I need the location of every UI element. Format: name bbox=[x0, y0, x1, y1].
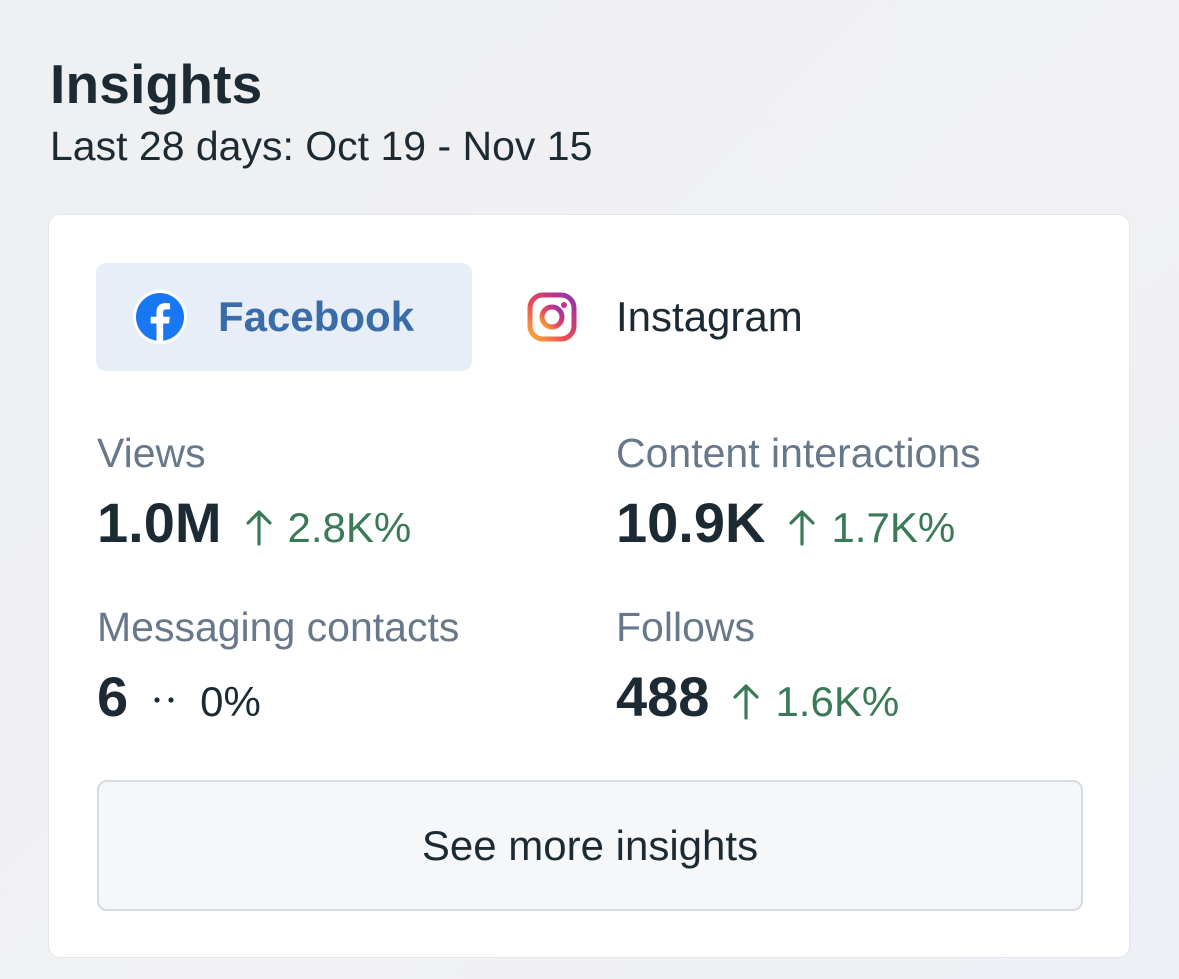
arrow-up-icon bbox=[731, 682, 761, 720]
see-more-insights-button[interactable]: See more insights bbox=[97, 780, 1083, 911]
arrow-up-icon bbox=[244, 508, 274, 546]
tab-facebook-label: Facebook bbox=[218, 293, 415, 340]
arrow-up-icon bbox=[787, 508, 817, 546]
metric-change: 2.8K% bbox=[244, 504, 412, 552]
no-change-icon bbox=[150, 678, 178, 716]
date-range-subtitle: Last 28 days: Oct 19 - Nov 15 bbox=[50, 123, 593, 169]
metric-label: Follows bbox=[616, 604, 755, 650]
metric-value: 6 bbox=[97, 665, 129, 728]
metric-value: 10.9K bbox=[616, 491, 766, 554]
metric-label: Views bbox=[97, 430, 206, 476]
page-title: Insights bbox=[50, 53, 263, 115]
metric-change-value: 2.8K% bbox=[287, 504, 412, 551]
tab-facebook[interactable]: Facebook bbox=[96, 263, 472, 371]
metric-change: 1.7K% bbox=[787, 504, 955, 552]
metric-value: 488 bbox=[616, 665, 710, 728]
metric-label: Messaging contacts bbox=[97, 604, 460, 650]
metric-label: Content interactions bbox=[616, 430, 981, 476]
metric-views: Views 1.0M 2.8K% bbox=[97, 429, 411, 553]
metric-messaging-contacts: Messaging contacts 6 0% bbox=[97, 603, 459, 727]
metric-change-value: 1.6K% bbox=[775, 678, 900, 725]
tab-instagram[interactable]: Instagram bbox=[472, 263, 823, 371]
tab-instagram-label: Instagram bbox=[616, 293, 803, 340]
metric-change-value: 1.7K% bbox=[831, 504, 956, 551]
metric-value: 1.0M bbox=[97, 491, 222, 554]
facebook-icon bbox=[132, 289, 188, 345]
insights-card: Facebook In bbox=[48, 214, 1130, 958]
metric-follows: Follows 488 1.6K% bbox=[616, 603, 899, 727]
metric-change-value: 0% bbox=[200, 678, 261, 725]
metric-change: 1.6K% bbox=[731, 678, 899, 726]
metric-change: 0% bbox=[150, 678, 261, 726]
instagram-icon bbox=[524, 289, 580, 345]
metric-content-interactions: Content interactions 10.9K 1.7K% bbox=[616, 429, 981, 553]
insights-header: Insights Last 28 days: Oct 19 - Nov 15 bbox=[50, 52, 592, 172]
platform-tabs: Facebook In bbox=[96, 263, 823, 371]
